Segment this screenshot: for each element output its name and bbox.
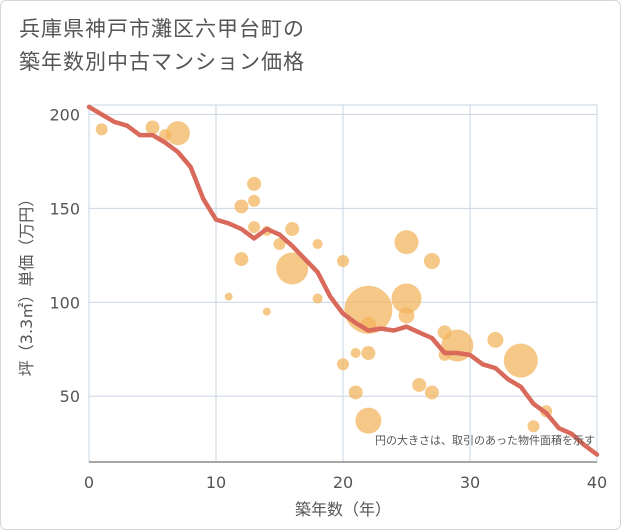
data-point bbox=[361, 346, 376, 361]
x-tick-label: 10 bbox=[206, 473, 226, 492]
size-annotation: 円の大きさは、取引のあった物件面積を示す bbox=[375, 433, 595, 447]
data-point bbox=[273, 238, 286, 251]
data-point bbox=[337, 254, 349, 267]
x-tick-label: 20 bbox=[333, 473, 353, 492]
data-point bbox=[248, 194, 261, 207]
data-point bbox=[276, 252, 309, 285]
y-axis-label: 坪（3.3㎡）単価（万円） bbox=[17, 191, 36, 376]
data-point bbox=[527, 420, 540, 433]
x-tick-label: 0 bbox=[84, 473, 94, 492]
x-tick-label: 30 bbox=[460, 473, 480, 492]
data-point bbox=[262, 307, 271, 316]
data-point bbox=[423, 252, 440, 269]
data-point bbox=[312, 239, 323, 250]
y-tick-label: 100 bbox=[49, 293, 80, 312]
grid-lines bbox=[88, 104, 598, 463]
y-tick-label: 150 bbox=[49, 199, 80, 218]
axes: 0 10 20 30 40 50 100 150 200 bbox=[49, 105, 607, 492]
trend-line-layer bbox=[86, 104, 600, 457]
data-point bbox=[337, 358, 349, 371]
chart-title-line-1: 兵庫県神戸市灘区六甲台町の bbox=[19, 17, 305, 41]
data-point bbox=[355, 407, 382, 434]
x-axis-label: 築年数（年） bbox=[295, 500, 391, 519]
data-point bbox=[165, 121, 190, 146]
y-tick-label: 200 bbox=[49, 105, 80, 124]
data-point bbox=[350, 348, 361, 359]
data-point bbox=[224, 292, 233, 301]
data-point bbox=[424, 385, 439, 400]
data-point bbox=[248, 221, 261, 234]
data-point bbox=[412, 377, 427, 392]
data-point bbox=[348, 385, 363, 400]
data-point bbox=[394, 230, 419, 255]
data-point bbox=[145, 120, 160, 135]
data-point bbox=[503, 343, 538, 378]
data-point bbox=[247, 176, 262, 191]
data-point bbox=[234, 199, 249, 214]
data-point bbox=[391, 283, 422, 314]
average-price-line bbox=[86, 104, 600, 457]
data-points bbox=[95, 120, 553, 434]
data-point bbox=[285, 222, 300, 237]
data-point bbox=[234, 252, 249, 267]
x-tick-label: 40 bbox=[587, 473, 607, 492]
y-tick-label: 50 bbox=[60, 387, 80, 406]
chart-title: 兵庫県神戸市灘区六甲台町の 築年数別中古マンション価格 bbox=[19, 13, 305, 79]
data-point bbox=[487, 331, 504, 348]
data-point bbox=[398, 307, 415, 324]
chart-title-line-2: 築年数別中古マンション価格 bbox=[19, 50, 305, 74]
data-point bbox=[95, 123, 108, 136]
data-point bbox=[312, 293, 323, 304]
